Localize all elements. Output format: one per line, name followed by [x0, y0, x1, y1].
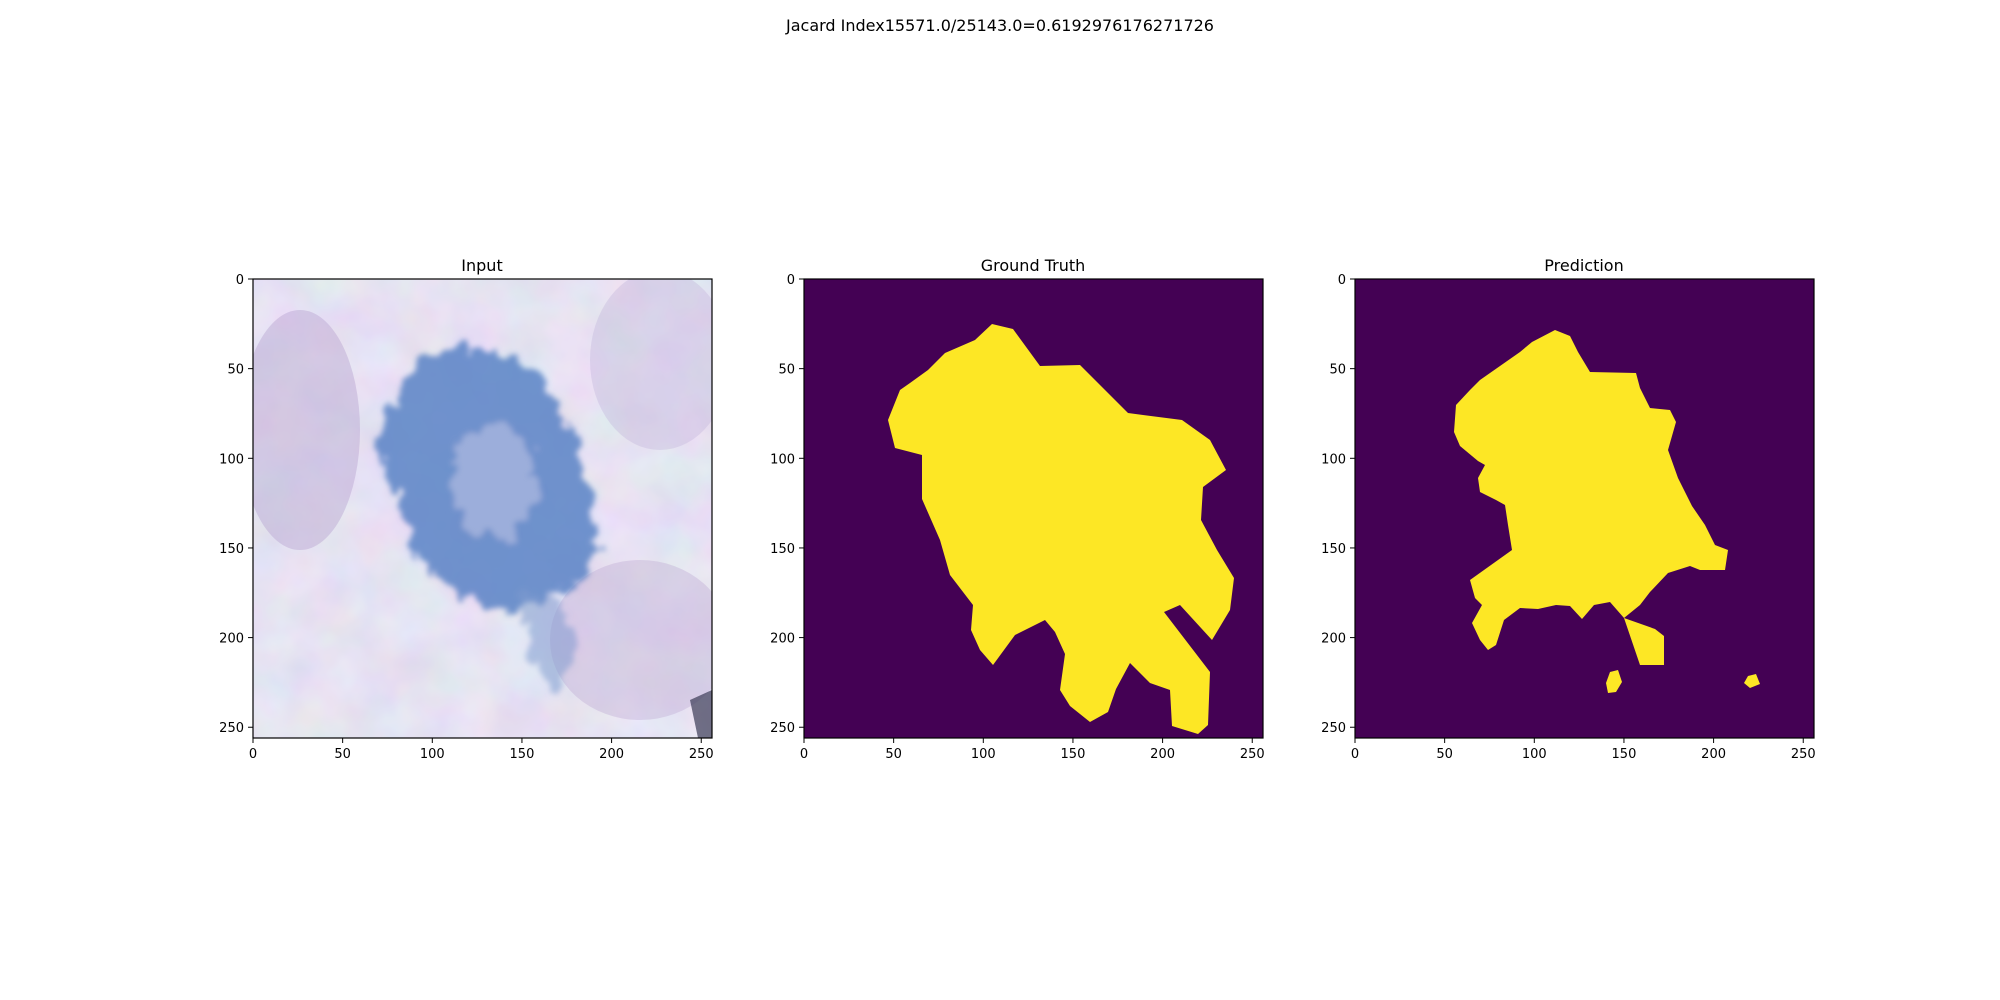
x-tick-label: 250 [1240, 747, 1265, 762]
panel-input: Input 0 50 100 150 200 250 0 50 100 150 200 250 [219, 256, 714, 762]
y-tick-label: 0 [236, 273, 244, 288]
y-tick-label: 250 [1321, 721, 1346, 736]
axes-frame-prediction [1354, 278, 1815, 739]
panel-title-input: Input [461, 256, 502, 275]
x-tick-label: 150 [1612, 747, 1637, 762]
y-tick-label: 150 [219, 542, 244, 557]
x-tick-label: 150 [1061, 747, 1086, 762]
y-tick-label: 100 [1321, 452, 1346, 467]
x-tick-label: 200 [599, 747, 624, 762]
y-tick-label: 250 [770, 721, 795, 736]
panel-title-prediction: Prediction [1544, 256, 1623, 275]
x-tick-label: 0 [800, 747, 808, 762]
y-tick-label: 50 [778, 363, 795, 378]
panel-title-ground-truth: Ground Truth [981, 256, 1086, 275]
prediction-fragment-1 [1624, 618, 1664, 665]
prediction-lesion [1454, 330, 1728, 650]
x-tick-label: 50 [334, 747, 351, 762]
y-tick-label: 150 [1321, 542, 1346, 557]
panel-ground-truth: Ground Truth 0 50 100 150 200 250 0 50 100 150 200… [770, 256, 1264, 762]
x-tick-label: 100 [971, 747, 996, 762]
y-tick-label: 50 [1329, 363, 1346, 378]
prediction-mask [1355, 279, 1814, 738]
y-tick-label: 50 [227, 363, 244, 378]
x-tick-label: 50 [1436, 747, 1453, 762]
x-tick-label: 200 [1701, 747, 1726, 762]
lesion-region [375, 345, 600, 690]
input-image [253, 279, 712, 738]
x-tick-label: 200 [1150, 747, 1175, 762]
x-tick-label: 250 [1791, 747, 1816, 762]
x-tick-label: 100 [420, 747, 445, 762]
x-tick-label: 0 [249, 747, 257, 762]
x-tick-label: 150 [510, 747, 535, 762]
ground-truth-mask [804, 279, 1263, 738]
panel-prediction: Prediction 0 50 100 150 200 250 0 50 100 150 200 25… [1321, 256, 1815, 762]
prediction-fragment-2 [1606, 670, 1622, 693]
figure-suptitle: Jacard Index15571.0/25143.0=0.6192976176… [786, 16, 1214, 35]
y-tick-label: 200 [219, 632, 244, 647]
y-tick-label: 150 [770, 542, 795, 557]
y-tick-label: 100 [219, 452, 244, 467]
x-tick-label: 50 [885, 747, 902, 762]
x-tick-label: 100 [1522, 747, 1547, 762]
y-tick-label: 200 [1321, 632, 1346, 647]
ground-truth-lesion [888, 324, 1234, 734]
y-tick-label: 200 [770, 632, 795, 647]
axes-frame-input [252, 278, 713, 739]
y-tick-label: 250 [219, 721, 244, 736]
prediction-fragment-3 [1744, 674, 1760, 688]
x-tick-label: 0 [1351, 747, 1359, 762]
x-tick-label: 250 [689, 747, 714, 762]
y-tick-label: 0 [787, 273, 795, 288]
axes-frame-ground-truth [803, 278, 1264, 739]
y-tick-label: 0 [1338, 273, 1346, 288]
y-tick-label: 100 [770, 452, 795, 467]
